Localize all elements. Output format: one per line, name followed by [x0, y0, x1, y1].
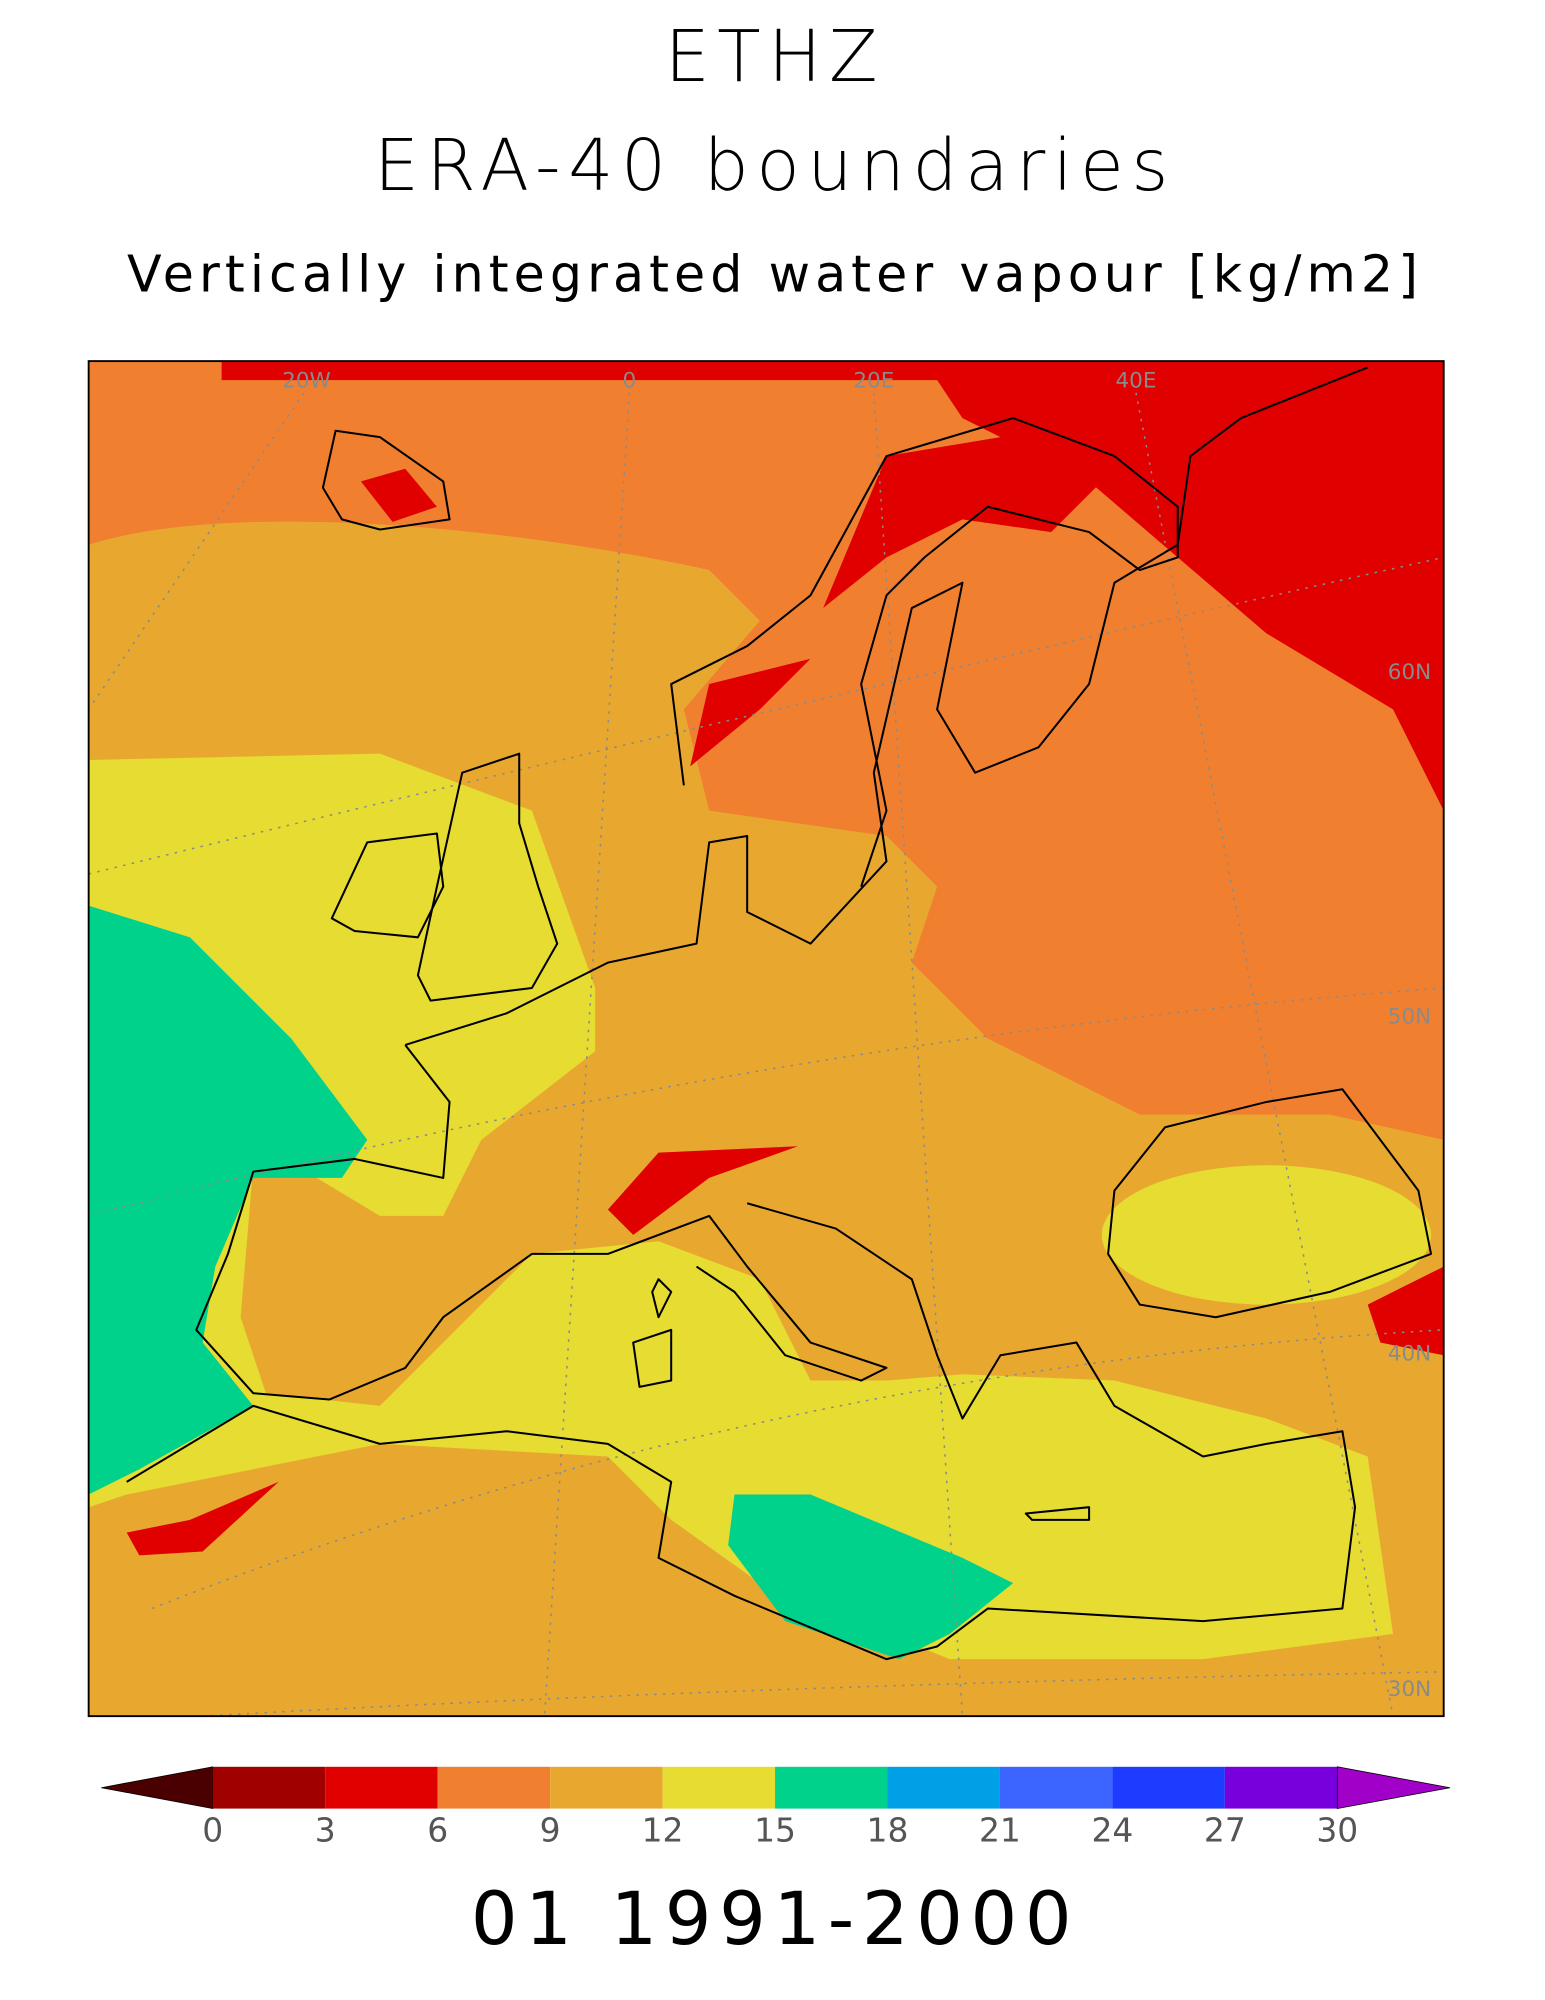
colorbar-box	[325, 1766, 438, 1809]
colorbar-tick-label: 0	[202, 1811, 223, 1850]
lat-label: 60N	[1388, 660, 1431, 685]
colorbar-tick-label: 15	[754, 1811, 796, 1850]
colorbar-box	[437, 1766, 551, 1809]
field-15	[1101, 1165, 1432, 1305]
map-frame	[87, 360, 1445, 1718]
lon-label: 40E	[1115, 369, 1156, 394]
field-6	[126, 1481, 279, 1556]
colorbar-tick-label: 27	[1204, 1811, 1246, 1850]
field-18	[728, 1494, 1014, 1660]
colorbar-tick-label: 6	[427, 1811, 448, 1850]
coastlines	[126, 366, 1433, 1661]
lon-label: 20W	[282, 369, 331, 394]
colorbar-tick-label: 30	[1316, 1811, 1358, 1850]
colorbar-box	[1112, 1766, 1225, 1809]
colorbar-box	[1224, 1766, 1338, 1809]
colorbar-tick-label: 9	[540, 1811, 561, 1850]
variable: Vertically integrated water vapour [kg/m…	[127, 244, 1423, 303]
lat-label: 40N	[1388, 1341, 1431, 1366]
colorbar-under	[101, 1766, 214, 1810]
field-18	[88, 905, 368, 1495]
colorbar-over	[1336, 1766, 1451, 1810]
colorbar-box	[550, 1766, 663, 1809]
lon-label: 0	[623, 369, 637, 394]
colorbar-box	[212, 1766, 326, 1809]
colorbar-box	[887, 1766, 1000, 1809]
experiment: ERA-40 boundaries	[374, 124, 1176, 207]
field-6	[221, 361, 1444, 811]
field-15	[88, 753, 1394, 1660]
lat-label: 50N	[1388, 1004, 1431, 1029]
colorbar-tick-label: 3	[315, 1811, 336, 1850]
colorbar: 0 3 6 9 12 15 18 21 24 27 30	[101, 1766, 1451, 1850]
field-6	[607, 1146, 798, 1235]
map	[88, 361, 1444, 1717]
lon-label: 20E	[853, 369, 894, 394]
colorbar-box	[662, 1766, 776, 1809]
lat-label: 30N	[1388, 1677, 1431, 1702]
colorbar-box	[775, 1766, 888, 1809]
colorbar-box	[999, 1766, 1113, 1809]
colorbar-tick-label: 24	[1091, 1811, 1133, 1850]
field-6	[360, 468, 437, 522]
field-6	[690, 658, 811, 767]
colorbar-tick-label: 21	[979, 1811, 1021, 1850]
colorbar-tick-label: 18	[867, 1811, 909, 1850]
field-6	[823, 430, 1115, 609]
institution: ETHZ	[665, 15, 885, 98]
graticule	[88, 392, 1444, 1717]
footer: 01 1991-2000	[471, 1877, 1079, 1962]
colorbar-tick-label: 12	[642, 1811, 684, 1850]
